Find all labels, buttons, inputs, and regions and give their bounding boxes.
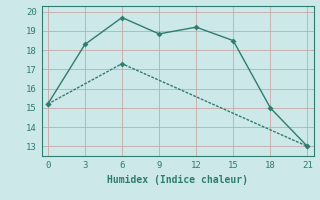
X-axis label: Humidex (Indice chaleur): Humidex (Indice chaleur)	[107, 175, 248, 185]
